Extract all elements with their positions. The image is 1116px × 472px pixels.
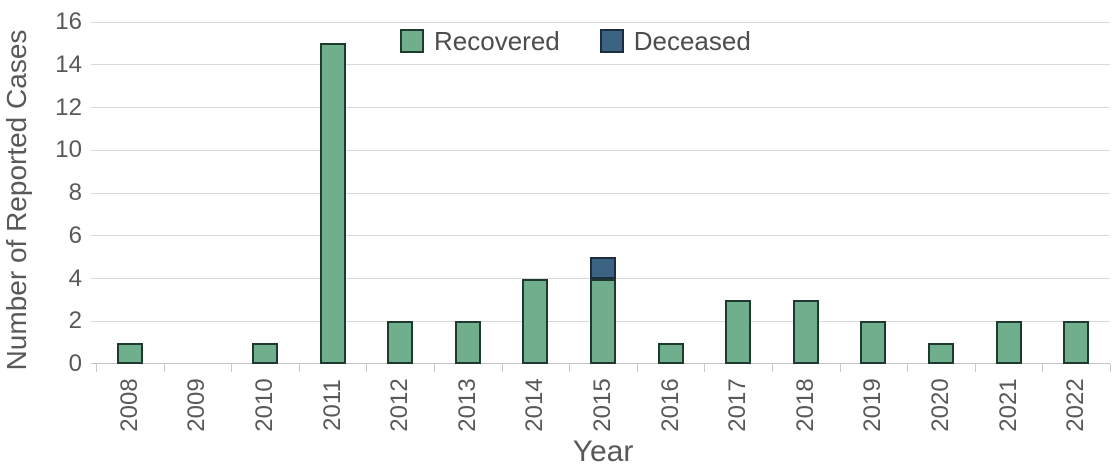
x-axis-tick-mark — [298, 364, 300, 372]
gridline-8 — [91, 192, 1110, 194]
bar-recovered-2019 — [860, 321, 887, 364]
y-tick-label-8: 8 — [68, 179, 82, 206]
y-tick-label-10: 10 — [55, 136, 82, 164]
bar-recovered-2021 — [995, 321, 1022, 364]
x-tick-label-2021: 2021 — [994, 378, 1022, 432]
x-tick-label-2008: 2008 — [115, 378, 143, 432]
legend-item-deceased: Deceased — [599, 26, 751, 56]
x-axis-tick-mark — [434, 364, 435, 372]
recovered-swatch-icon — [400, 29, 424, 53]
x-axis-tick-mark — [704, 364, 706, 372]
x-tick-label-2019: 2019 — [859, 378, 887, 432]
y-tick-label-16: 16 — [55, 8, 82, 35]
recovered-legend-label: Recovered — [434, 26, 560, 56]
x-tick-label-2018: 2018 — [791, 378, 819, 432]
gridline-6 — [91, 235, 1110, 237]
bar-recovered-2018 — [792, 299, 819, 364]
gridline-12 — [91, 107, 1110, 108]
gridline-10 — [91, 149, 1110, 151]
plot-area — [91, 21, 1111, 372]
x-axis-tick-mark — [163, 364, 165, 372]
x-axis-tick-mark — [569, 364, 571, 372]
x-tick-label-2013: 2013 — [453, 378, 481, 432]
bar-recovered-2011 — [319, 43, 346, 364]
deceased-swatch-icon — [599, 29, 624, 53]
legend-item-recovered: Recovered — [400, 27, 560, 55]
x-tick-label-2015: 2015 — [589, 378, 616, 432]
x-tick-label-2009: 2009 — [183, 378, 211, 432]
bar-recovered-2014 — [522, 278, 549, 364]
bar-recovered-2015 — [590, 278, 616, 364]
x-axis-tick-mark — [839, 364, 841, 372]
x-axis-tick-mark — [366, 364, 368, 372]
y-axis-tick-labels: 0 2 4 6 8 10 12 14 16 — [0, 0, 82, 472]
x-tick-label-2010: 2010 — [251, 378, 278, 432]
y-tick-label-4: 4 — [68, 264, 82, 292]
bar-deceased-2015 — [590, 257, 616, 279]
bar-recovered-2022 — [1063, 321, 1090, 364]
gridline-14 — [91, 64, 1110, 66]
x-tick-label-2011: 2011 — [318, 379, 346, 431]
x-tick-label-2016: 2016 — [656, 378, 684, 432]
x-tick-label-2017: 2017 — [724, 378, 752, 432]
deceased-legend-label: Deceased — [633, 26, 751, 56]
bar-recovered-2008 — [116, 342, 143, 364]
x-axis-tick-mark — [1110, 364, 1111, 372]
x-axis-tick-mark — [772, 364, 773, 372]
y-tick-label-6: 6 — [68, 221, 82, 249]
x-axis-title: Year — [572, 435, 634, 468]
y-tick-label-14: 14 — [55, 50, 82, 78]
y-tick-label-12: 12 — [55, 93, 82, 121]
x-tick-label-2012: 2012 — [386, 378, 414, 432]
y-tick-label-0: 0 — [68, 350, 82, 377]
x-axis-tick-mark — [974, 364, 976, 372]
x-axis-tick-mark — [96, 364, 97, 372]
gridline-16 — [91, 21, 1110, 23]
x-tick-label-2020: 2020 — [927, 378, 954, 432]
x-axis-tick-mark — [231, 364, 233, 372]
x-axis-tick-mark — [907, 364, 909, 372]
bar-recovered-2016 — [657, 342, 684, 364]
x-tick-label-2014: 2014 — [521, 378, 549, 432]
x-axis-tick-mark — [1042, 364, 1044, 372]
y-tick-label-2: 2 — [68, 307, 82, 335]
bar-recovered-2013 — [454, 321, 481, 364]
x-tick-label-2022: 2022 — [1062, 378, 1090, 432]
x-axis-tick-mark — [501, 364, 503, 372]
bar-recovered-2012 — [387, 321, 414, 364]
bar-recovered-2020 — [928, 342, 954, 364]
bar-recovered-2017 — [725, 299, 752, 364]
legend: Recovered Deceased — [400, 27, 751, 55]
x-axis-tick-mark — [636, 364, 638, 372]
bar-recovered-2010 — [252, 342, 278, 364]
